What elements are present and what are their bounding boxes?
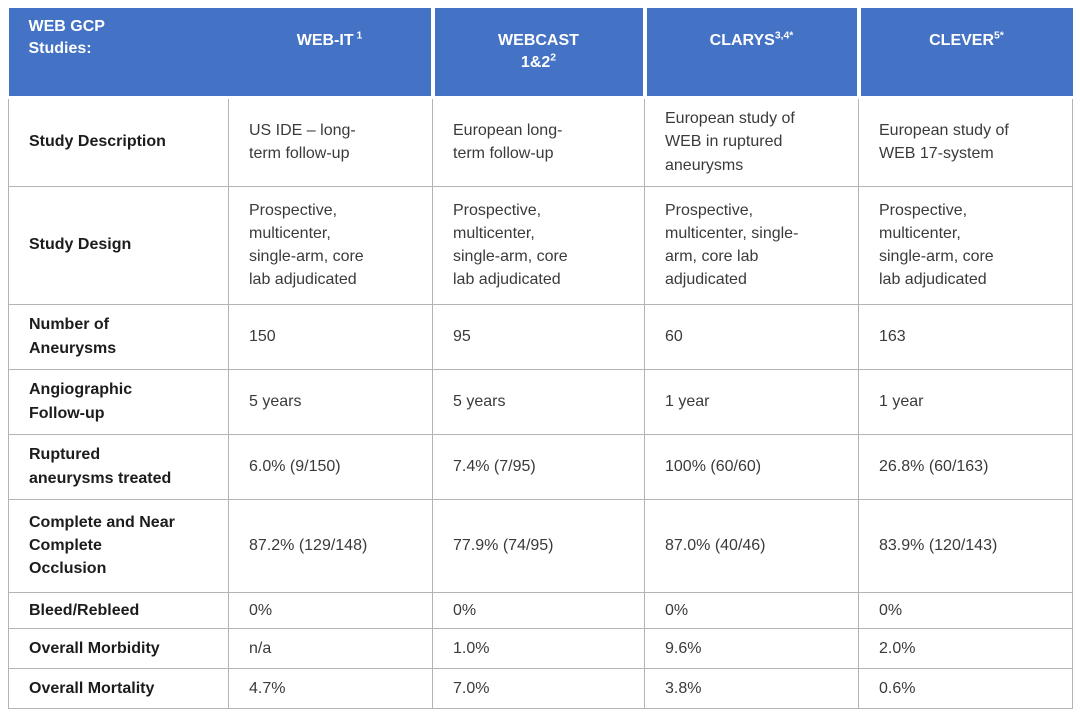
table-cell: 0%	[432, 591, 645, 629]
row-angiographic-follow-up: Angiographic Follow-up 5 years 5 years 1…	[8, 368, 1073, 435]
table-cell: Prospective, multicenter, single-arm, co…	[432, 185, 645, 305]
table-cell: 26.8% (60/163)	[858, 433, 1073, 500]
row-number-of-aneurysms: Number of Aneurysms 150 95 60 163	[8, 303, 1073, 370]
table-cell: 2.0%	[858, 627, 1073, 669]
table-cell: 5 years	[228, 368, 433, 435]
table-cell: 1 year	[644, 368, 859, 435]
table-cell: 1.0%	[432, 627, 645, 669]
table-cell: European long- term follow-up	[432, 96, 645, 187]
row-study-design: Study Design Prospective, multicenter, s…	[8, 185, 1073, 305]
column-header-clever: CLEVER5*	[856, 8, 1073, 99]
row-label: Ruptured aneurysms treated	[8, 433, 229, 500]
table-cell: Prospective, multicenter, single- arm, c…	[644, 185, 859, 305]
table-cell: 1 year	[858, 368, 1073, 435]
row-label: Complete and Near Complete Occlusion	[8, 498, 229, 593]
table-cell: 100% (60/60)	[644, 433, 859, 500]
table-cell: 60	[644, 303, 859, 370]
table-cell: 0%	[858, 591, 1073, 629]
header-row: WEB GCP Studies: WEB-IT 1 WEBCAST 1&22 C…	[8, 8, 1073, 99]
row-label: Study Description	[8, 96, 229, 187]
table-cell: 4.7%	[228, 667, 433, 709]
table-cell: 0%	[228, 591, 433, 629]
row-label: Study Design	[8, 185, 229, 305]
table-cell: European study of WEB in ruptured aneury…	[644, 96, 859, 187]
table-cell: 5 years	[432, 368, 645, 435]
row-label: Bleed/Rebleed	[8, 591, 229, 629]
table-cell: 163	[858, 303, 1073, 370]
table-cell: 0%	[644, 591, 859, 629]
column-header-web-it: WEB-IT 1	[228, 8, 433, 99]
clarys-superscript: 3,4*	[774, 30, 794, 42]
row-overall-mortality: Overall Mortality 4.7% 7.0% 3.8% 0.6%	[8, 667, 1073, 709]
row-label: Overall Mortality	[8, 667, 229, 709]
table-cell: 0.6%	[858, 667, 1073, 709]
table-cell: 3.8%	[644, 667, 859, 709]
header-label-text: WEB GCP Studies:	[28, 18, 105, 58]
table-cell: Prospective, multicenter, single-arm, co…	[858, 185, 1073, 305]
table-cell: 9.6%	[644, 627, 859, 669]
table-cell: 83.9% (120/143)	[858, 498, 1073, 593]
row-bleed-rebleed: Bleed/Rebleed 0% 0% 0% 0%	[8, 591, 1073, 629]
gcp-studies-table: WEB GCP Studies: WEB-IT 1 WEBCAST 1&22 C…	[8, 8, 1073, 709]
web-it-superscript: 1	[353, 30, 363, 42]
gcp-studies-table-container: WEB GCP Studies: WEB-IT 1 WEBCAST 1&22 C…	[8, 8, 1073, 709]
table-cell: 87.0% (40/46)	[644, 498, 859, 593]
row-label: Number of Aneurysms	[8, 303, 229, 370]
table-cell: n/a	[228, 627, 433, 669]
table-cell: US IDE – long- term follow-up	[228, 96, 433, 187]
row-complete-occlusion: Complete and Near Complete Occlusion 87.…	[8, 498, 1073, 593]
table-cell: 77.9% (74/95)	[432, 498, 645, 593]
table-cell: 95	[432, 303, 645, 370]
table-cell: 7.4% (7/95)	[432, 433, 645, 500]
row-label: Overall Morbidity	[8, 627, 229, 669]
column-header-webcast: WEBCAST 1&22	[430, 8, 645, 99]
webcast-superscript: 2	[550, 53, 557, 65]
clever-superscript: 5*	[994, 30, 1004, 42]
table-cell: Prospective, multicenter, single-arm, co…	[228, 185, 433, 305]
table-cell: 150	[228, 303, 433, 370]
row-ruptured-aneurysms-treated: Ruptured aneurysms treated 6.0% (9/150) …	[8, 433, 1073, 500]
table-cell: European study of WEB 17-system	[858, 96, 1073, 187]
row-label: Angiographic Follow-up	[8, 368, 229, 435]
column-header-clarys: CLARYS3,4*	[642, 8, 859, 99]
header-label-cell: WEB GCP Studies:	[8, 8, 229, 99]
table-cell: 87.2% (129/148)	[228, 498, 433, 593]
table-cell: 7.0%	[432, 667, 645, 709]
row-study-description: Study Description US IDE – long- term fo…	[8, 96, 1073, 187]
table-cell: 6.0% (9/150)	[228, 433, 433, 500]
row-overall-morbidity: Overall Morbidity n/a 1.0% 9.6% 2.0%	[8, 627, 1073, 669]
